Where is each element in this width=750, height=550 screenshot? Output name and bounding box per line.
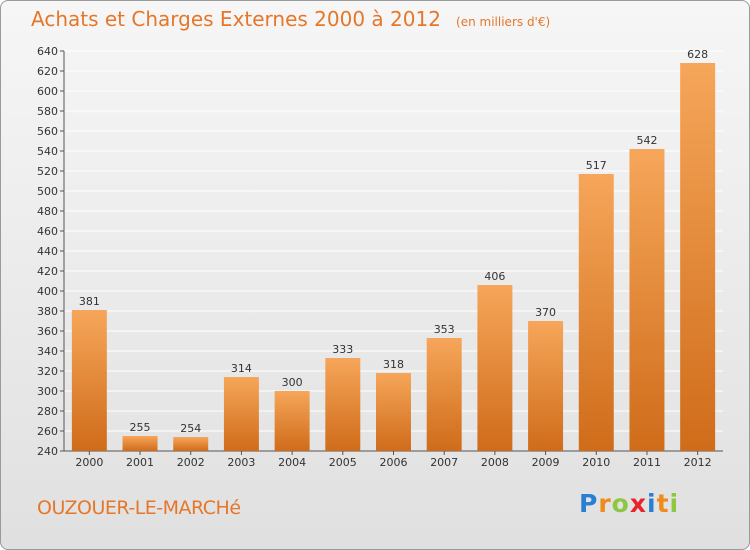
- x-tick-label-2006: 2006: [380, 456, 408, 469]
- y-tick-label: 520: [37, 165, 58, 178]
- bar-2008: [477, 285, 513, 451]
- x-tick-label-2007: 2007: [430, 456, 458, 469]
- bar-2002: [173, 437, 209, 451]
- value-label-2011: 542: [636, 134, 657, 147]
- value-label-2012: 628: [687, 48, 708, 61]
- value-label-2008: 406: [484, 270, 505, 283]
- value-label-2006: 318: [383, 358, 404, 371]
- y-tick-label: 320: [37, 365, 58, 378]
- value-label-2010: 517: [586, 159, 607, 172]
- y-tick-label: 560: [37, 125, 58, 138]
- bar-2005: [325, 358, 361, 451]
- bar-2010: [578, 174, 614, 451]
- chart-unit: (en milliers d'€): [456, 15, 551, 29]
- x-tick-label-2008: 2008: [481, 456, 509, 469]
- y-tick-label: 360: [37, 325, 58, 338]
- y-tick-label: 280: [37, 405, 58, 418]
- y-tick-label: 460: [37, 225, 58, 238]
- x-tick-label-2012: 2012: [684, 456, 712, 469]
- value-label-2003: 314: [231, 362, 252, 375]
- logo-letter: x: [629, 489, 647, 518]
- x-tick-label-2009: 2009: [532, 456, 560, 469]
- y-tick-label: 240: [37, 445, 58, 458]
- x-tick-label-2005: 2005: [329, 456, 357, 469]
- value-label-2000: 381: [79, 295, 100, 308]
- y-tick-label: 420: [37, 265, 58, 278]
- x-tick-label-2004: 2004: [278, 456, 306, 469]
- bar-2004: [274, 391, 310, 451]
- proxiti-logo: Proxiti: [579, 489, 679, 518]
- bar-2003: [223, 377, 259, 451]
- y-tick-label: 600: [37, 85, 58, 98]
- y-tick-label: 540: [37, 145, 58, 158]
- x-tick-label-2001: 2001: [126, 456, 154, 469]
- value-label-2002: 254: [180, 422, 201, 435]
- bar-2011: [629, 149, 665, 451]
- y-tick-label: 300: [37, 385, 58, 398]
- value-label-2009: 370: [535, 306, 556, 319]
- y-tick-label: 580: [37, 105, 58, 118]
- y-tick-label: 500: [37, 185, 58, 198]
- logo-letter: t: [656, 489, 670, 518]
- y-tick-label: 640: [37, 45, 58, 58]
- x-tick-label-2010: 2010: [582, 456, 610, 469]
- bar-2007: [426, 338, 462, 451]
- commune-name: OUZOUER-LE-MARCHé: [37, 497, 241, 519]
- labels: 240 260 280 300 320 340 360 380 400 420 440 460 480 5…: [37, 45, 712, 469]
- bar-2009: [528, 321, 564, 451]
- logo-letter: r: [598, 489, 612, 518]
- logo-letter: i: [669, 489, 680, 518]
- y-tick-label: 380: [37, 305, 58, 318]
- logo-letter: P: [579, 489, 599, 518]
- y-tick-label: 340: [37, 345, 58, 358]
- logo-letter: o: [611, 489, 630, 518]
- value-label-2005: 333: [332, 343, 353, 356]
- x-tick-label-2011: 2011: [633, 456, 661, 469]
- bar-2001: [122, 436, 158, 451]
- title-row: Achats et Charges Externes 2000 à 2012 (…: [31, 7, 550, 31]
- x-tick-label-2002: 2002: [177, 456, 205, 469]
- y-tick-label: 480: [37, 205, 58, 218]
- value-label-2007: 353: [434, 323, 455, 336]
- y-tick-label: 440: [37, 245, 58, 258]
- bars: [71, 63, 716, 451]
- chart-title: Achats et Charges Externes 2000 à 2012: [31, 7, 441, 31]
- logo-letter: i: [647, 489, 657, 518]
- y-tick-label: 400: [37, 285, 58, 298]
- x-tick-label-2000: 2000: [75, 456, 103, 469]
- value-label-2004: 300: [282, 376, 303, 389]
- bar-2012: [680, 63, 716, 451]
- y-tick-label: 260: [37, 425, 58, 438]
- bar-2006: [376, 373, 411, 451]
- y-tick-label: 620: [37, 65, 58, 78]
- x-tick-label-2003: 2003: [227, 456, 255, 469]
- value-label-2001: 255: [130, 421, 151, 434]
- bar-2000: [71, 310, 107, 451]
